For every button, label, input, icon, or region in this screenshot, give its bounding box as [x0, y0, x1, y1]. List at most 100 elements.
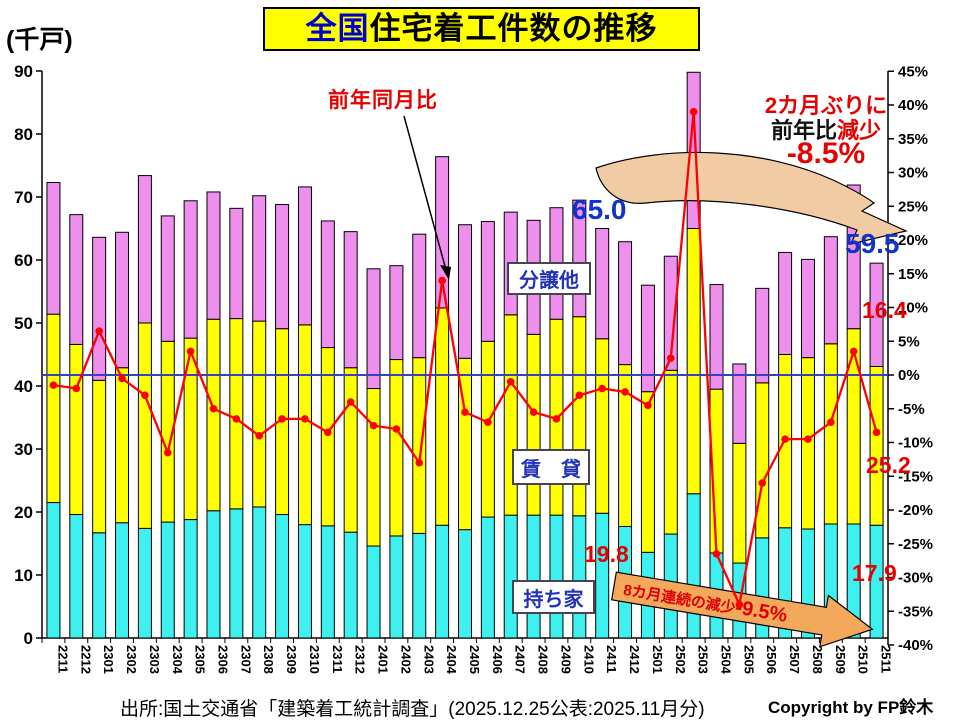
bar-segment-賃貸-2212 [69, 343, 84, 516]
bar-segment-賃貸-2402 [389, 359, 404, 537]
bar-segment-賃貸-2509 [823, 343, 838, 525]
bar-segment-持ち家-2410 [572, 515, 587, 639]
x-axis-category-label: 2503 [696, 645, 711, 674]
bar-segment-賃貸-2308 [252, 320, 267, 508]
bar-segment-持ち家-2309 [275, 514, 290, 639]
x-axis-category-label: 2508 [810, 645, 825, 674]
bar-segment-分譲他-2402 [389, 265, 404, 361]
bar-segment-分譲他-2309 [275, 204, 290, 330]
bar-segment-持ち家-2408 [526, 514, 541, 639]
bar-segment-持ち家-2301 [92, 532, 107, 639]
bar-segment-持ち家-2409 [549, 514, 564, 639]
yoy-point-2212 [72, 384, 81, 393]
bar-segment-持ち家-2211 [46, 502, 61, 639]
yoy-point-2505 [735, 600, 744, 609]
bar-segment-持ち家-2308 [252, 506, 267, 639]
yoy-point-2507 [781, 435, 789, 443]
yoy-point-2409 [552, 415, 561, 423]
x-axis-category-label: 2409 [558, 645, 573, 674]
yoy-point-2411 [598, 384, 606, 393]
x-axis-category-label: 2305 [193, 645, 208, 674]
x-axis-category-label: 2502 [673, 645, 688, 674]
bar-segment-分譲他-2412 [618, 241, 633, 366]
bar-segment-持ち家-2403 [412, 532, 427, 639]
x-axis-category-label: 2303 [147, 645, 162, 674]
bar-segment-分譲他-2405 [458, 224, 472, 359]
left-axis-tick-label: 0 [24, 629, 33, 648]
pink-value-label-2511: 16.4 [862, 297, 907, 323]
right-axis-tick-label: 35% [898, 131, 928, 148]
yoy-point-2408 [529, 408, 538, 416]
yoy-point-2404 [438, 276, 446, 285]
bar-segment-分譲他-2507 [778, 251, 793, 355]
segment-box-chintai-label: 賃 貸 [521, 458, 581, 481]
bar-segment-分譲他-2301 [92, 236, 107, 381]
right-axis-tick-label: -15% [898, 468, 933, 485]
right-axis-tick-label: 0% [898, 367, 920, 384]
yoy-point-2303 [141, 391, 149, 400]
x-axis-category-label: 2406 [490, 645, 505, 674]
yoy-point-2211 [49, 381, 58, 389]
bar-segment-分譲他-2305 [183, 200, 198, 339]
bar-segment-賃貸-2401 [366, 388, 381, 547]
bar-segment-賃貸-2410 [572, 316, 587, 517]
bar-segment-分譲他-2304 [160, 215, 175, 342]
bar-segment-分譲他-2212 [69, 214, 84, 345]
bar-segment-分譲他-2401 [366, 268, 381, 390]
right-axis-tick-label: -25% [898, 536, 933, 553]
yoy-point-2511 [872, 428, 881, 437]
bar-segment-持ち家-2212 [69, 514, 84, 639]
bar-segment-賃貸-2307 [229, 318, 244, 510]
bar-segment-賃貸-2506 [755, 382, 770, 539]
x-axis-category-label: 2506 [764, 645, 779, 674]
yoy-point-2312 [346, 398, 355, 406]
x-axis-category-label: 2401 [376, 645, 391, 674]
page-title-rest: 住宅着工件数の推移 [369, 11, 658, 46]
source-text: 出所:国土交通省「建築着工統計調査」(2025.12.25公表:2025.11月… [120, 699, 705, 720]
orange-decline-arrow-icon [610, 571, 874, 648]
x-axis-category-label: 2301 [101, 645, 116, 674]
bar-segment-持ち家-2407 [503, 514, 518, 639]
x-axis-category-label: 2309 [284, 645, 299, 674]
bar-segment-賃貸-2411 [595, 338, 610, 514]
yoy-point-2306 [209, 404, 218, 413]
x-axis-category-label: 2304 [170, 645, 185, 675]
bar-segment-分譲他-2310 [297, 186, 312, 326]
bar-segment-賃貸-2501 [640, 391, 655, 553]
bar-segment-賃貸-2310 [297, 324, 312, 526]
bar-segment-賃貸-2403 [412, 357, 427, 534]
x-axis-category-label: 2405 [467, 645, 482, 674]
bar-segment-分譲他-2403 [412, 233, 427, 359]
x-axis-category-label: 2312 [353, 645, 368, 674]
page-title-highlight: 全国 [305, 11, 370, 46]
bar-segment-持ち家-2405 [458, 529, 472, 639]
left-axis-tick-label: 90 [14, 62, 33, 81]
right-axis-tick-label: -40% [898, 637, 933, 654]
left-axis-tick-label: 60 [14, 251, 33, 270]
yoy-point-2301 [95, 327, 103, 335]
yoy-point-2509 [827, 418, 835, 427]
right-axis-tick-label: 5% [898, 333, 920, 350]
yoy-point-2405 [461, 408, 469, 416]
left-axis-tick-label: 30 [14, 440, 33, 459]
x-axis-category-label: 2407 [513, 645, 528, 674]
right-axis-tick-label: -10% [898, 435, 933, 452]
x-axis-category-label: 2504 [719, 645, 734, 675]
bar-segment-分譲他-2505 [732, 363, 747, 444]
yoy-point-2403 [415, 458, 424, 467]
bar-segment-分譲他-2303 [137, 175, 152, 324]
left-axis-tick-label: 10 [14, 566, 33, 585]
yoy-point-2304 [163, 448, 172, 457]
yoy-line-label: 前年同月比 [328, 89, 438, 112]
x-axis-category-label: 2412 [627, 645, 642, 674]
bar-segment-持ち家-2312 [343, 531, 358, 639]
bar-segment-持ち家-2401 [366, 545, 381, 639]
x-axis-category-label: 2306 [215, 645, 230, 674]
x-axis-category-label: 2501 [650, 645, 665, 674]
right-axis-tick-label: 10% [898, 300, 928, 317]
yoy-point-2311 [324, 428, 332, 437]
x-axis-category-label: 2411 [604, 645, 619, 673]
x-axis-category-label: 2211 [55, 645, 70, 673]
